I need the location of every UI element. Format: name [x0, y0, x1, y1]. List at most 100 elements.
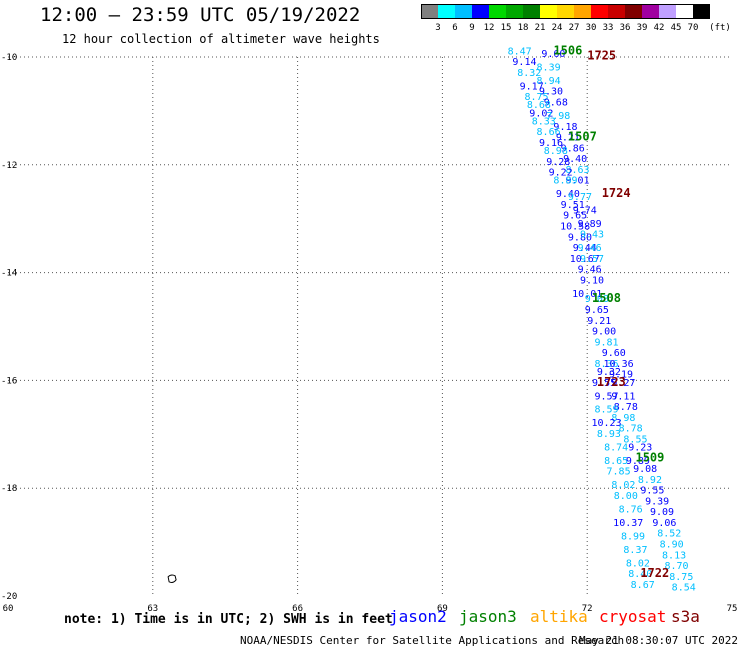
wave-height-value: 8.67	[631, 580, 655, 591]
island-outline	[167, 574, 177, 583]
wave-height-value: 8.63	[565, 165, 589, 176]
wave-height-value: 9.68	[544, 98, 568, 109]
wave-height-value: 10.01	[572, 289, 602, 300]
color-swatch	[642, 4, 659, 19]
satellite-legend-jason3: jason3	[459, 607, 517, 626]
wave-height-value: 8.78	[619, 424, 643, 435]
wave-height-value: 8.47	[508, 46, 532, 57]
color-legend-unit: (ft)	[709, 23, 731, 33]
color-legend-label: 30	[585, 23, 597, 33]
wave-height-value: 9.65	[585, 305, 609, 316]
wave-height-value: 7.98	[546, 111, 570, 122]
wave-height-value: 8.78	[614, 402, 638, 413]
wave-height-value: 8.59	[594, 405, 618, 416]
color-swatch	[659, 4, 676, 19]
color-swatch	[540, 4, 557, 19]
wave-height-value: 9.01	[565, 176, 589, 187]
wave-height-value: 9.44	[573, 243, 597, 254]
lat-tick-label: -20	[1, 592, 17, 602]
color-swatch	[693, 4, 710, 19]
footer-note: note: 1) Time is in UTC; 2) SWH is in fe…	[64, 612, 393, 627]
wave-height-value: 9.86	[561, 143, 585, 154]
wave-height-value: 8.76	[619, 504, 643, 515]
lon-tick-label: 69	[437, 604, 448, 614]
wave-height-value: 9.46	[578, 243, 602, 254]
color-swatch	[608, 4, 625, 19]
wave-height-value: 9.17	[520, 81, 544, 92]
wave-height-value: 9.40	[563, 154, 587, 165]
wave-height-value: 9.51	[561, 200, 585, 211]
lat-tick-label: -16	[1, 376, 17, 386]
wave-height-value: 7.85	[607, 467, 631, 478]
wave-height-value: 9.21	[556, 133, 580, 144]
wave-height-value: 9.00	[592, 327, 616, 338]
wave-height-value: 9.57	[580, 254, 604, 265]
generation-timestamp: May 21 08:30:07 UTC 2022	[579, 634, 738, 647]
wave-height-value: 8.68	[527, 100, 551, 111]
wave-height-value: 8.98	[544, 146, 568, 157]
color-swatch	[506, 4, 523, 19]
wave-height-value: 9.57	[594, 391, 618, 402]
color-legend-label: 36	[619, 23, 631, 33]
wave-height-value: 8.93	[597, 429, 621, 440]
wave-height-value: 8.75	[669, 572, 693, 583]
wave-height-value: 8.02	[626, 558, 650, 569]
wave-height-value: 9.40	[556, 189, 580, 200]
wave-height-value: 9.02	[529, 108, 553, 119]
color-legend-label: 9	[469, 23, 475, 33]
wave-height-value: 9.55	[640, 486, 664, 497]
wave-height-value: 8.98	[611, 413, 635, 424]
wave-height-value: 9.14	[512, 57, 536, 68]
wave-height-value: 10.67	[570, 254, 600, 265]
wave-height-value: 9.08	[585, 294, 609, 305]
lon-tick-label: 72	[582, 604, 593, 614]
pass-time-label: 1506	[553, 43, 582, 57]
lon-tick-label: 63	[147, 604, 158, 614]
wave-height-value: 9.43	[580, 230, 604, 241]
wave-height-value: 9.06	[652, 518, 676, 529]
wave-height-value: 9.46	[578, 265, 602, 276]
color-swatch	[625, 4, 642, 19]
wave-height-value: 9.16	[539, 138, 563, 149]
color-legend-label: 15	[500, 23, 512, 33]
wave-height-value: 8.36	[594, 359, 618, 370]
color-swatch	[574, 4, 591, 19]
wave-height-value: 9.10	[580, 275, 604, 286]
wave-height-value: 9.55	[592, 378, 616, 389]
wave-height-value: 9.60	[602, 348, 626, 359]
color-swatch	[438, 4, 455, 19]
color-swatch	[591, 4, 608, 19]
color-legend-label: 21	[534, 23, 546, 33]
wave-height-value: 8.54	[672, 583, 696, 594]
satellite-legend-s3a: s3a	[671, 607, 700, 626]
color-swatch	[455, 4, 472, 19]
color-swatch	[489, 4, 506, 19]
wave-height-value: 8.55	[623, 434, 647, 445]
wave-height-value: 8.13	[662, 550, 686, 561]
wave-height-value: 9.80	[568, 232, 592, 243]
wave-height-value: 9.60	[541, 49, 565, 60]
wave-height-value: 9.08	[633, 464, 657, 475]
wave-height-value: 9.11	[611, 391, 635, 402]
wave-height-value: 9.23	[628, 442, 652, 453]
wave-height-value: 9.19	[609, 370, 633, 381]
color-legend-label: 12	[483, 23, 495, 33]
color-legend-label: 18	[517, 23, 529, 33]
wave-height-value: 9.39	[645, 496, 669, 507]
wave-height-value: 8.90	[660, 539, 684, 550]
lon-tick-label: 60	[3, 604, 14, 614]
wave-height-value: 8.39	[537, 62, 561, 73]
wave-height-value: 8.94	[537, 76, 561, 87]
wave-height-value: 8.40	[628, 569, 652, 580]
color-legend-label: 33	[602, 23, 614, 33]
wave-height-value: 9.22	[549, 168, 573, 179]
wave-height-value: 9.74	[573, 205, 597, 216]
wave-height-value: 8.99	[621, 531, 645, 542]
page-title: 12:00 – 23:59 UTC 05/19/2022	[40, 4, 361, 26]
wave-height-value: 8.74	[604, 442, 628, 453]
color-swatch	[523, 4, 540, 19]
wave-height-value: 9.77	[568, 192, 592, 203]
satellite-legend-cryosat: cryosat	[599, 607, 667, 626]
wave-height-value: 9.89	[578, 219, 602, 230]
